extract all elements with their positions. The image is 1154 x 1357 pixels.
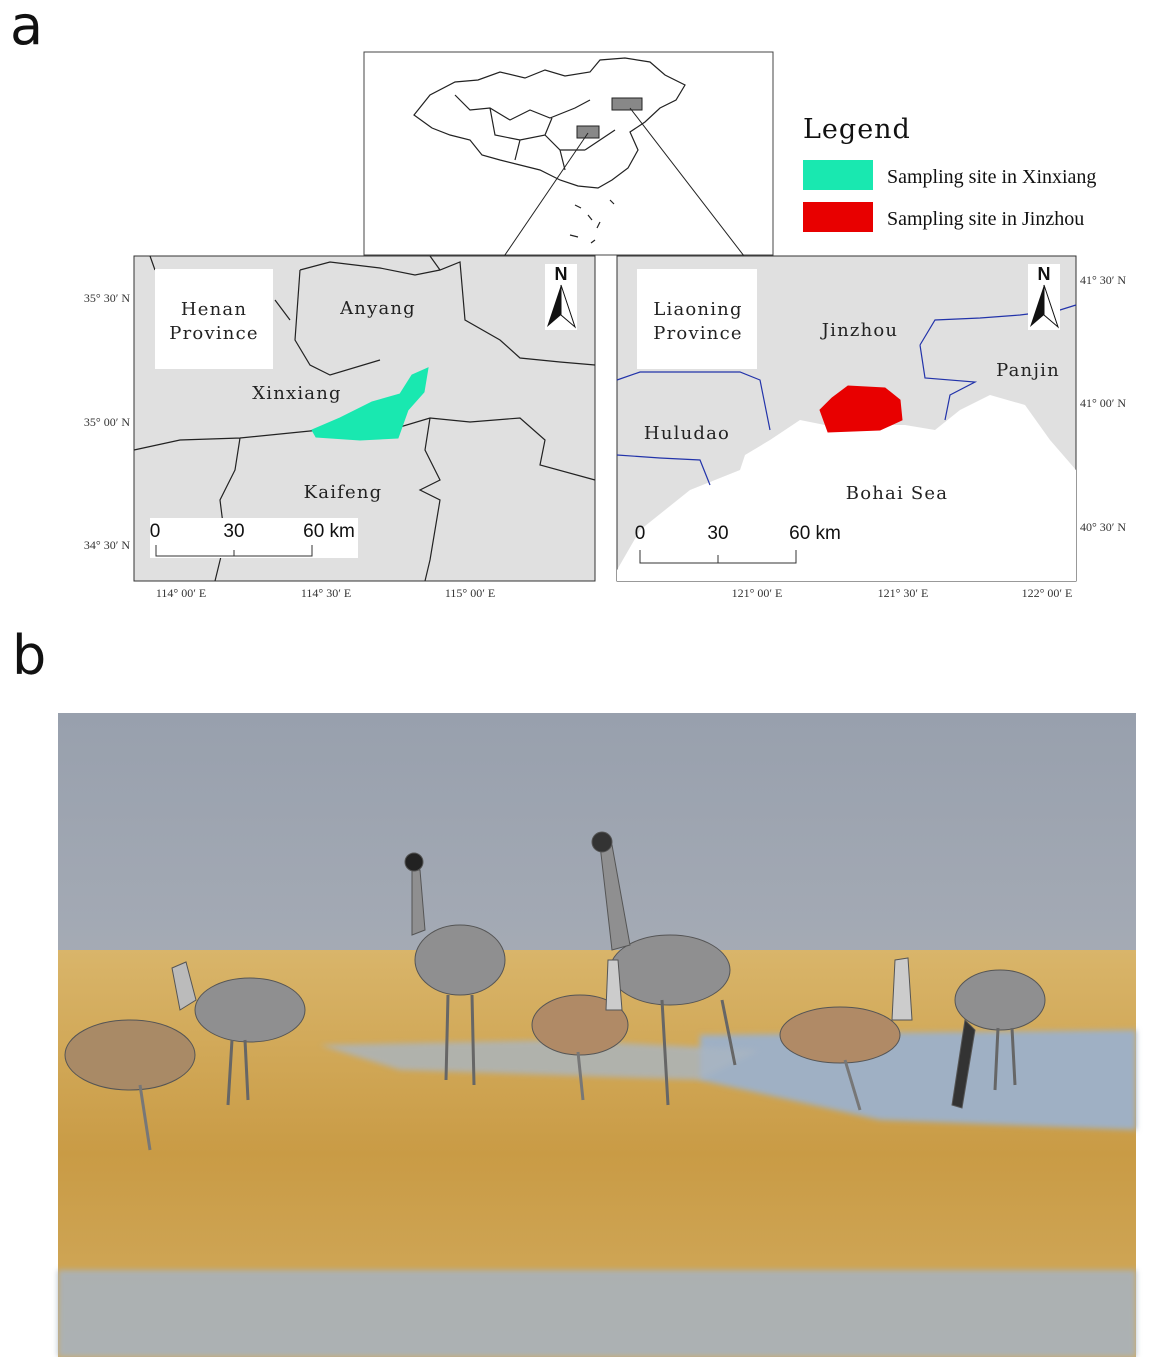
inset-frame [364, 52, 773, 255]
lat-label: 35° 30′ N [84, 291, 130, 305]
legend-label: Sampling site in Xinxiang [887, 166, 1096, 188]
lon-label: 121° 30′ E [878, 586, 929, 600]
shape [195, 978, 305, 1042]
region-label: Henan [181, 299, 247, 320]
north-label: N [1038, 264, 1051, 284]
lon-label: 121° 00′ E [732, 586, 783, 600]
photo [58, 713, 1136, 1357]
scale-label: 0 [150, 521, 161, 542]
place-label: Xinxiang [252, 383, 342, 404]
place-label: Kaifeng [304, 482, 383, 503]
shape [65, 1020, 195, 1090]
legend-label: Sampling site in Jinzhou [887, 208, 1084, 230]
legend-title: Legend [803, 114, 911, 145]
region-label: Province [169, 323, 258, 344]
lat-label: 35° 00′ N [84, 415, 130, 429]
shape [780, 1007, 900, 1063]
lat-label: 40° 30′ N [1080, 520, 1126, 534]
panel-label: b [12, 624, 46, 687]
place-label: Huludao [644, 423, 730, 444]
page: { "panel_labels": ["a", "b"], "legend": … [0, 0, 1154, 1357]
region-label: Liaoning [653, 299, 742, 320]
legend-swatch [803, 160, 873, 190]
water [58, 1270, 1136, 1357]
inset-henan [577, 126, 599, 138]
scale-label: 60 km [303, 521, 355, 542]
scale-label: 30 [707, 523, 728, 544]
scale-label: 0 [635, 523, 646, 544]
scale-label: 30 [223, 521, 244, 542]
place-label: Anyang [339, 298, 416, 319]
lat-label: 41° 00′ N [1080, 396, 1126, 410]
shape [592, 832, 612, 852]
lon-label: 115° 00′ E [445, 586, 495, 600]
place-label: Jinzhou [820, 320, 898, 341]
shape [955, 970, 1045, 1030]
shape [415, 925, 505, 995]
north-label: N [555, 264, 568, 284]
lat-label: 41° 30′ N [1080, 273, 1126, 287]
legend-swatch [803, 202, 873, 232]
shape [892, 958, 912, 1020]
place-label: Panjin [996, 360, 1060, 381]
lon-label: 122° 00′ E [1022, 586, 1073, 600]
place-label: Bohai Sea [846, 483, 948, 504]
figure: a b Legend Sampling site in Xinxiang Sam… [0, 0, 1154, 1357]
lat-label: 34° 30′ N [84, 538, 130, 552]
shape [405, 853, 423, 871]
panel-label: a [10, 0, 43, 57]
inset-liaoning [612, 98, 642, 110]
region-label: Province [653, 323, 742, 344]
scale-label: 60 km [789, 523, 841, 544]
lon-label: 114° 00′ E [156, 586, 206, 600]
lon-label: 114° 30′ E [301, 586, 351, 600]
